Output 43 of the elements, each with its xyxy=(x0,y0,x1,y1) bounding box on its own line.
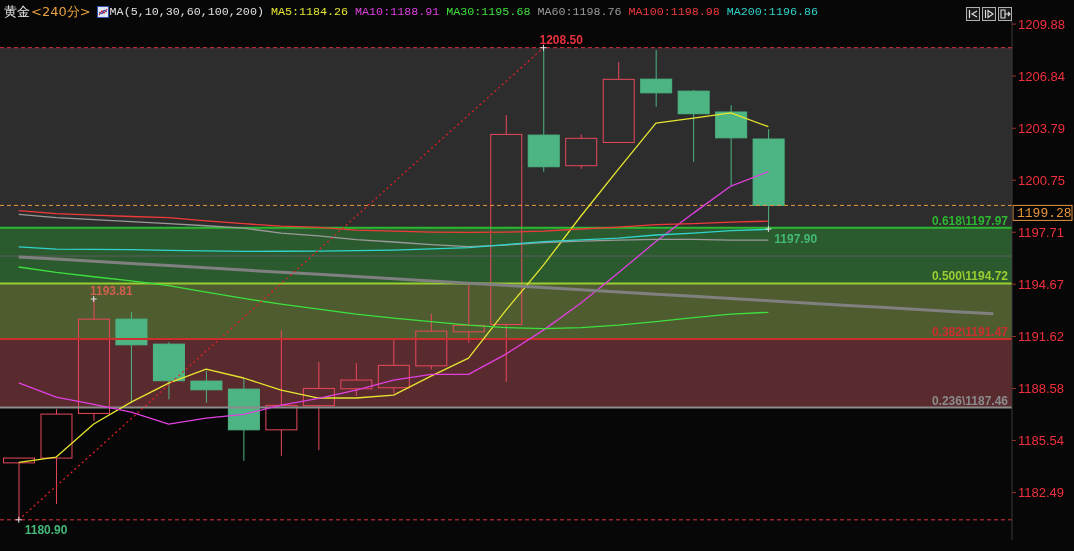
y-tick-label: 1182.49 xyxy=(1018,485,1065,501)
candlestick xyxy=(227,377,260,462)
ref-line-label: 0.382\1191.47 xyxy=(931,325,1009,339)
line-series xyxy=(18,171,770,425)
chart-title: 黄金 xyxy=(4,3,30,21)
annotation: 1208.50 xyxy=(539,32,584,47)
ref-line-label: 0.236\1187.46 xyxy=(931,393,1009,408)
y-tick-label: 1197.71 xyxy=(1018,224,1065,240)
line-series xyxy=(18,209,770,234)
candlestick xyxy=(302,361,335,451)
y-tick-label: 1185.54 xyxy=(1018,433,1065,449)
ref-line-label: 0.500\1194.72 xyxy=(931,269,1009,284)
y-tick-label: 1209.88 xyxy=(1018,16,1065,32)
chart-subtitle: <240分> xyxy=(31,3,91,21)
ref-line-label: 0.618\1197.97 xyxy=(931,213,1009,228)
text: MA60:1198.76 xyxy=(537,5,622,19)
line-series xyxy=(18,213,770,248)
y-tick-label: 1200.75 xyxy=(1018,172,1065,188)
candlestick xyxy=(265,329,298,457)
annotation: 1180.90 xyxy=(24,522,68,537)
text: MA10:1188.91 xyxy=(355,5,440,19)
annotation: 1193.81 xyxy=(90,284,134,298)
y-tick-label: 1191.62 xyxy=(1018,329,1065,345)
text: MA100:1198.98 xyxy=(628,5,720,19)
line-series xyxy=(18,266,770,330)
ref-line-label: 1199.28 xyxy=(1017,206,1072,222)
candlestick xyxy=(190,370,223,404)
y-tick-label: 1206.84 xyxy=(1018,68,1065,84)
candlestick xyxy=(152,341,185,400)
text: MA5:1184.26 xyxy=(270,5,349,19)
y-tick-label: 1194.67 xyxy=(1018,276,1065,292)
y-tick-label: 1203.79 xyxy=(1018,120,1065,136)
legend-title: MA(5,10,30,60,100,200) xyxy=(109,5,264,19)
candlestick xyxy=(715,104,748,187)
text: MA30:1195.68 xyxy=(446,5,531,19)
candlestick xyxy=(640,49,673,108)
candlestick xyxy=(565,133,598,170)
candlestick xyxy=(115,311,148,404)
annotation: 1197.90 xyxy=(774,232,818,247)
candlestick xyxy=(490,114,523,383)
text: MA200:1196.86 xyxy=(726,5,818,19)
candlestick xyxy=(77,298,110,422)
y-tick-label: 1188.58 xyxy=(1018,381,1065,397)
